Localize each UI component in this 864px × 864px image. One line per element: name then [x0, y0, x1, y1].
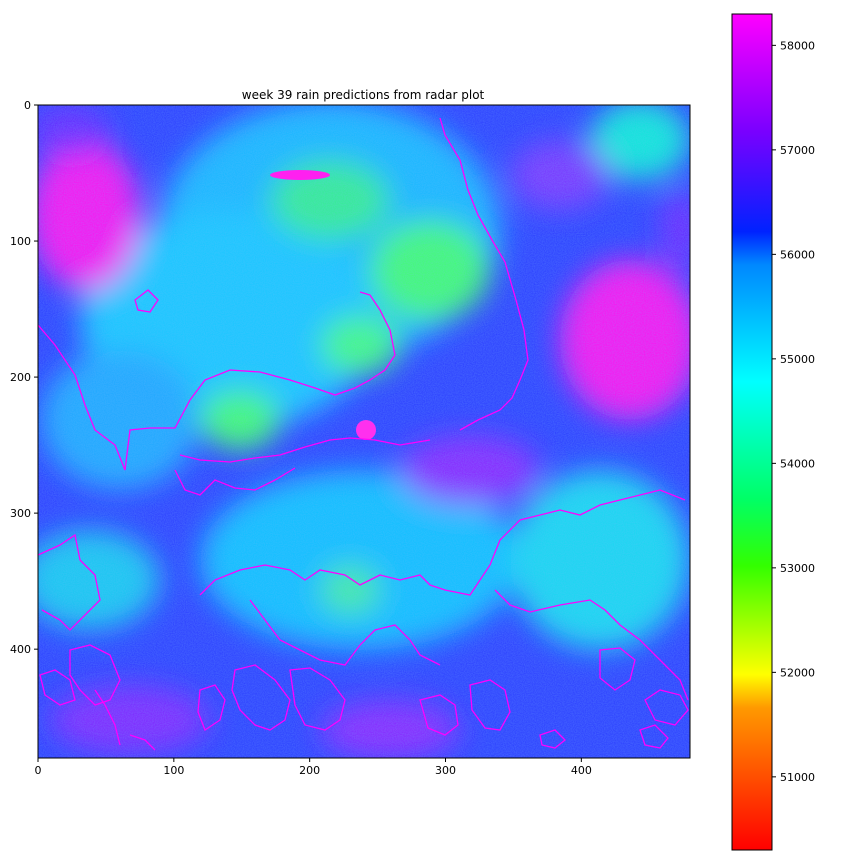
- y-tick-label: 0: [24, 99, 31, 112]
- heatmap-image: [38, 105, 690, 758]
- colorbar-tick-label: 53000: [780, 562, 815, 575]
- x-tick-label: 100: [163, 764, 184, 777]
- colorbar: [731, 13, 773, 851]
- y-tick-label: 400: [10, 643, 31, 656]
- y-tick-label: 200: [10, 371, 31, 384]
- colorbar-tick-label: 58000: [780, 39, 815, 52]
- colorbar-tick-label: 54000: [780, 457, 815, 470]
- x-axis: 0 100 200 300 400: [35, 758, 592, 777]
- colorbar-tick-label: 55000: [780, 353, 815, 366]
- colorbar-tick-label: 52000: [780, 666, 815, 679]
- chart-title: week 39 rain predictions from radar plot: [242, 88, 485, 102]
- colorbar-axis: 51000 52000 53000 54000 55000 56000 57000 58000: [772, 39, 815, 784]
- y-axis: 0 100 200 300 400: [10, 99, 38, 656]
- x-tick-label: 0: [35, 764, 42, 777]
- colorbar-tick-label: 56000: [780, 248, 815, 261]
- x-tick-label: 200: [299, 764, 320, 777]
- contour-overlay: [38, 117, 689, 751]
- x-tick-label: 400: [571, 764, 592, 777]
- y-tick-label: 100: [10, 235, 31, 248]
- colorbar-tick-label: 51000: [780, 771, 815, 784]
- y-tick-label: 300: [10, 507, 31, 520]
- x-tick-label: 300: [435, 764, 456, 777]
- plot-frame: [37, 104, 691, 759]
- colorbar-tick-label: 57000: [780, 144, 815, 157]
